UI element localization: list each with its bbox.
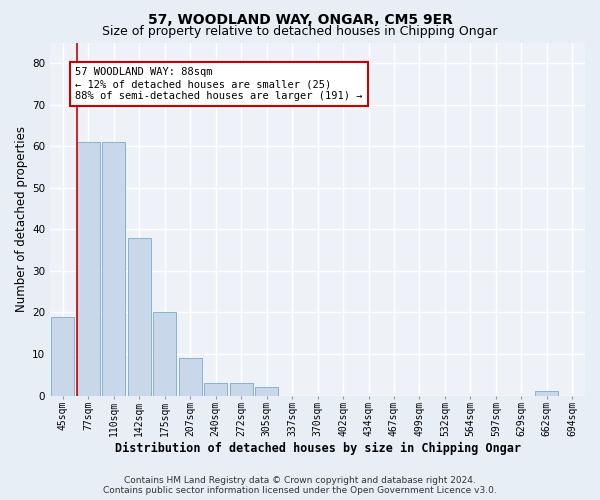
Bar [154,312,176,396]
Bar [230,383,253,396]
Text: 57 WOODLAND WAY: 88sqm
← 12% of detached houses are smaller (25)
88% of semi-det: 57 WOODLAND WAY: 88sqm ← 12% of detached… [75,68,362,100]
Bar [77,142,100,396]
Text: Contains HM Land Registry data © Crown copyright and database right 2024.
Contai: Contains HM Land Registry data © Crown c… [103,476,497,495]
Text: 57, WOODLAND WAY, ONGAR, CM5 9ER: 57, WOODLAND WAY, ONGAR, CM5 9ER [148,12,452,26]
Bar [255,387,278,396]
X-axis label: Distribution of detached houses by size in Chipping Ongar: Distribution of detached houses by size … [115,442,521,455]
Y-axis label: Number of detached properties: Number of detached properties [15,126,28,312]
Bar [179,358,202,396]
Bar [535,392,558,396]
Bar [204,383,227,396]
Bar [52,316,74,396]
Text: Size of property relative to detached houses in Chipping Ongar: Size of property relative to detached ho… [102,25,498,38]
Bar [103,142,125,396]
Bar [128,238,151,396]
